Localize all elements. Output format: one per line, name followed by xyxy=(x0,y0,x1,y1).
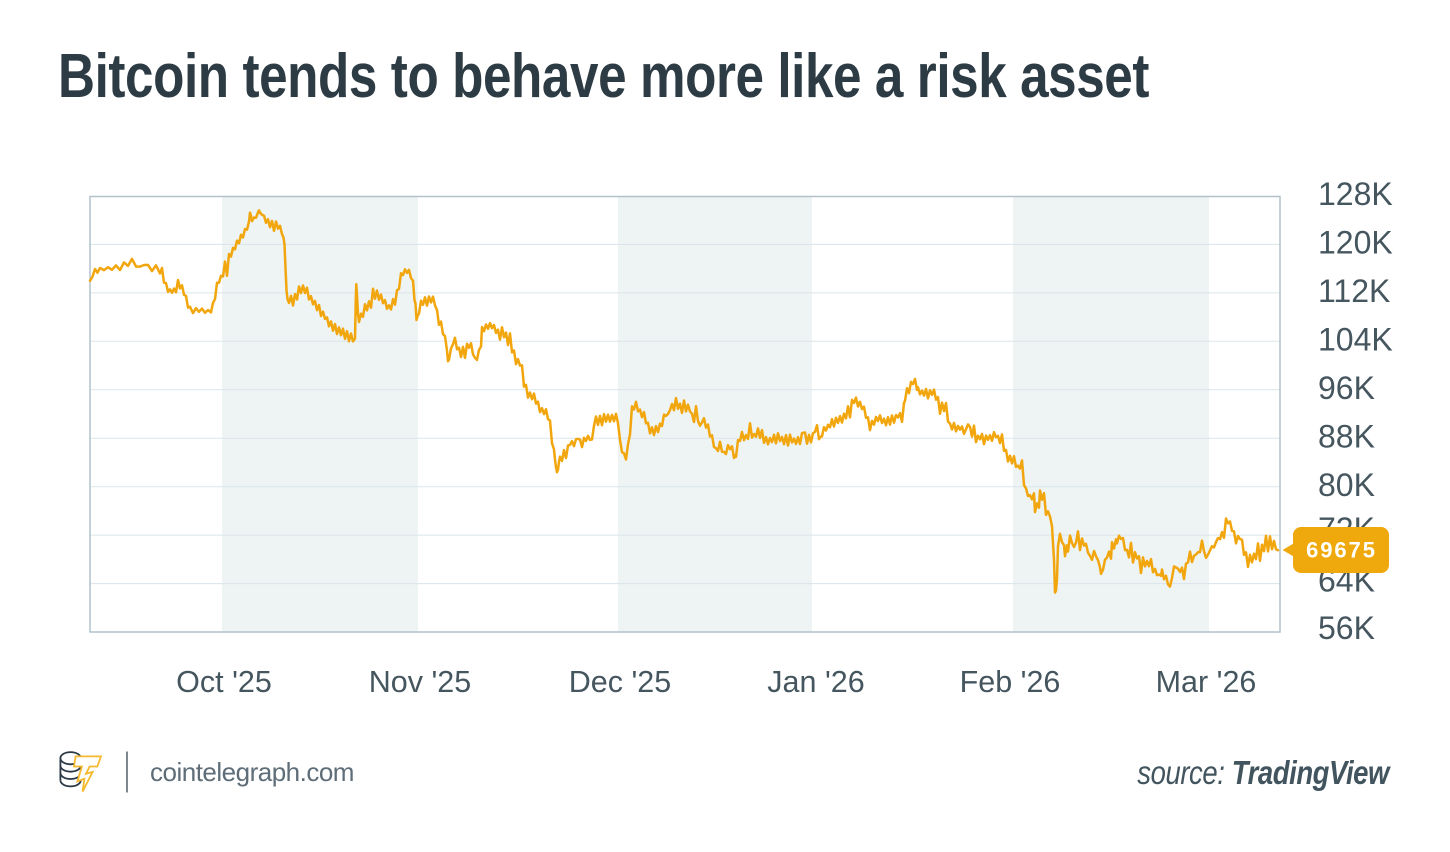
svg-text:128K: 128K xyxy=(1318,176,1393,212)
svg-text:56K: 56K xyxy=(1318,610,1375,646)
svg-text:80K: 80K xyxy=(1318,467,1375,503)
svg-text:112K: 112K xyxy=(1318,273,1390,309)
svg-text:120K: 120K xyxy=(1318,225,1393,261)
svg-text:Jan '26: Jan '26 xyxy=(767,665,864,699)
svg-text:Feb '26: Feb '26 xyxy=(960,665,1061,699)
svg-text:96K: 96K xyxy=(1318,370,1375,406)
svg-text:69675: 69675 xyxy=(1306,538,1377,563)
svg-text:104K: 104K xyxy=(1318,322,1393,358)
svg-text:88K: 88K xyxy=(1318,419,1375,455)
svg-text:Dec '25: Dec '25 xyxy=(569,665,671,699)
svg-text:Nov '25: Nov '25 xyxy=(369,665,471,699)
svg-text:Mar '26: Mar '26 xyxy=(1156,665,1257,699)
svg-text:Oct '25: Oct '25 xyxy=(176,665,272,699)
